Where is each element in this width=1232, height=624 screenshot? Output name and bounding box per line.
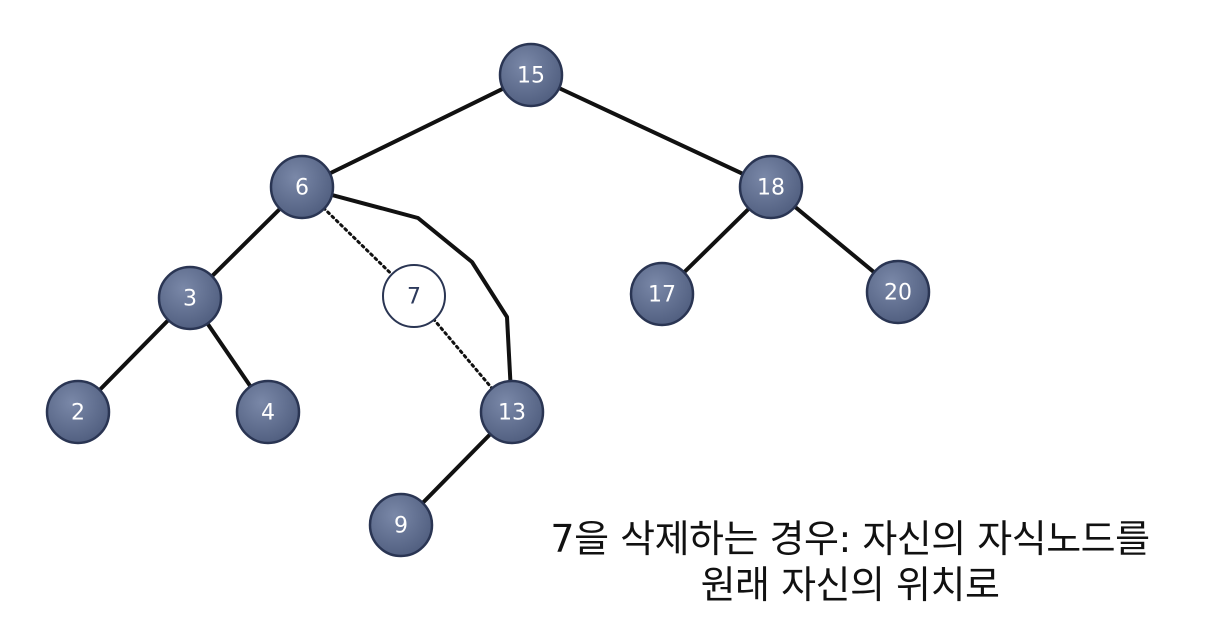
node-circle — [865, 259, 931, 325]
node-circle — [269, 154, 335, 220]
node-circle — [45, 379, 111, 445]
node-label: 4 — [261, 401, 275, 426]
node-label: 6 — [295, 176, 309, 201]
tree-node-18: 18 — [738, 154, 804, 220]
node-circle — [368, 492, 434, 558]
node-label: 2 — [71, 401, 85, 426]
tree-node-9: 9 — [368, 492, 434, 558]
tree-node-6: 6 — [269, 154, 335, 220]
tree-node-17: 17 — [629, 261, 695, 327]
edge-15-18 — [529, 73, 773, 189]
tree-node-15: 15 — [498, 42, 564, 108]
edge-15-6 — [300, 73, 533, 189]
caption-line-1: 7을 삭제하는 경우: 자신의 자식노드를 — [550, 517, 1150, 561]
node-label: 18 — [757, 176, 785, 201]
tree-node-7-removed: 7 — [382, 264, 446, 328]
node-label: 3 — [183, 287, 197, 312]
nodes-layer: 15 6 18 3 7 17 20 2 4 13 9 — [45, 42, 931, 558]
node-circle — [382, 264, 446, 328]
edge-6-13-curved — [300, 185, 514, 414]
tree-node-13: 13 — [479, 379, 545, 445]
tree-node-20: 20 — [865, 259, 931, 325]
caption-line-2: 원래 자신의 위치로 — [700, 563, 1000, 607]
node-circle — [479, 379, 545, 445]
node-label: 20 — [884, 281, 912, 306]
node-label: 15 — [517, 64, 545, 89]
node-circle — [157, 265, 223, 331]
node-label: 13 — [498, 401, 526, 426]
tree-node-2: 2 — [45, 379, 111, 445]
node-circle — [235, 379, 301, 445]
node-circle — [738, 154, 804, 220]
node-label: 7 — [407, 285, 421, 310]
tree-node-3: 3 — [157, 265, 223, 331]
caption: 7을 삭제하는 경우: 자신의 자식노드를 원래 자신의 위치로 — [480, 516, 1220, 608]
node-circle — [498, 42, 564, 108]
node-label: 9 — [394, 514, 408, 539]
node-circle — [629, 261, 695, 327]
node-label: 17 — [648, 283, 676, 308]
tree-node-4: 4 — [235, 379, 301, 445]
